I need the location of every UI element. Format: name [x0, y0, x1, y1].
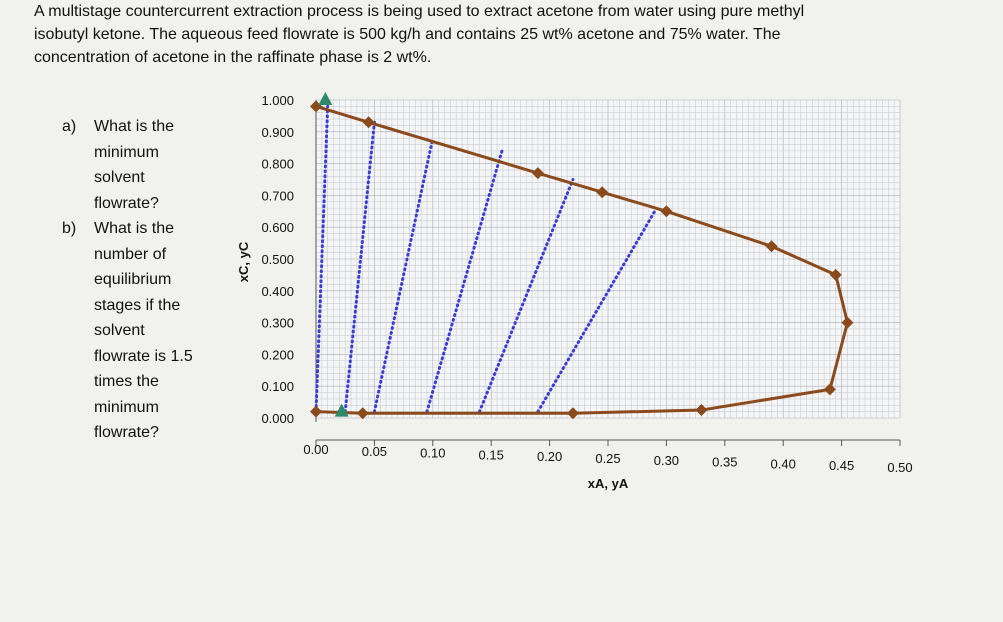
question-b: b) What is the number of equilibrium stag… — [62, 220, 193, 441]
tie-line — [425, 146, 505, 414]
x-tick-label: 0.40 — [771, 456, 796, 471]
question-a: a) What is the minimum solvent flowrate? — [62, 118, 175, 212]
x-axis-label: xA, yA — [588, 476, 629, 491]
tie-line — [343, 120, 376, 414]
x-tick-label: 0.10 — [420, 446, 445, 461]
problem-intro: A multistage countercurrent extraction p… — [34, 3, 805, 66]
binodal-point — [566, 407, 579, 420]
y-tick-label: 0.700 — [261, 188, 294, 203]
x-tick-label: 0.50 — [887, 460, 912, 475]
tie-line — [314, 104, 330, 414]
y-tick-label: 0.400 — [261, 284, 294, 299]
binodal-point — [356, 407, 369, 420]
y-tick-label: 0.900 — [261, 125, 294, 140]
binodal-point — [362, 116, 375, 129]
binodal-point — [531, 167, 544, 180]
binodal-point — [596, 186, 609, 199]
y-tick-label: 0.600 — [261, 220, 294, 235]
binodal-point — [841, 316, 854, 329]
tie-line — [372, 136, 435, 414]
x-tick-label: 0.35 — [712, 455, 737, 470]
y-tick-label: 0.500 — [261, 252, 294, 267]
x-tick-label: 0.00 — [303, 442, 328, 457]
x-tick-label: 0.30 — [654, 453, 679, 468]
binodal-point — [310, 100, 322, 113]
y-tick-label: 1.000 — [261, 93, 294, 108]
x-tick-label: 0.05 — [362, 444, 387, 459]
x-tick-label: 0.15 — [479, 447, 504, 462]
x-tick-label: 0.45 — [829, 458, 854, 473]
binodal-point — [823, 383, 836, 396]
tie-line — [478, 178, 575, 414]
binodal-point — [660, 205, 673, 218]
y-tick-label: 0.100 — [261, 379, 294, 394]
questions: a) What is the minimum solvent flowrate? … — [62, 114, 202, 446]
x-tick-label: 0.25 — [595, 451, 620, 466]
binodal-point — [829, 268, 842, 281]
binodal-point — [695, 404, 708, 417]
triangle-marker — [318, 92, 333, 105]
tie-line — [536, 209, 657, 414]
x-tick-label: 0.20 — [537, 449, 562, 464]
binodal-point — [310, 405, 322, 418]
y-tick-label: 0.300 — [261, 316, 294, 331]
y-axis-label: xC, yC — [236, 241, 251, 282]
y-tick-label: 0.200 — [261, 347, 294, 362]
triangle-marker — [334, 403, 349, 417]
y-tick-label: 0.000 — [261, 411, 294, 426]
binodal-point — [765, 240, 778, 253]
y-tick-label: 0.800 — [261, 157, 294, 172]
